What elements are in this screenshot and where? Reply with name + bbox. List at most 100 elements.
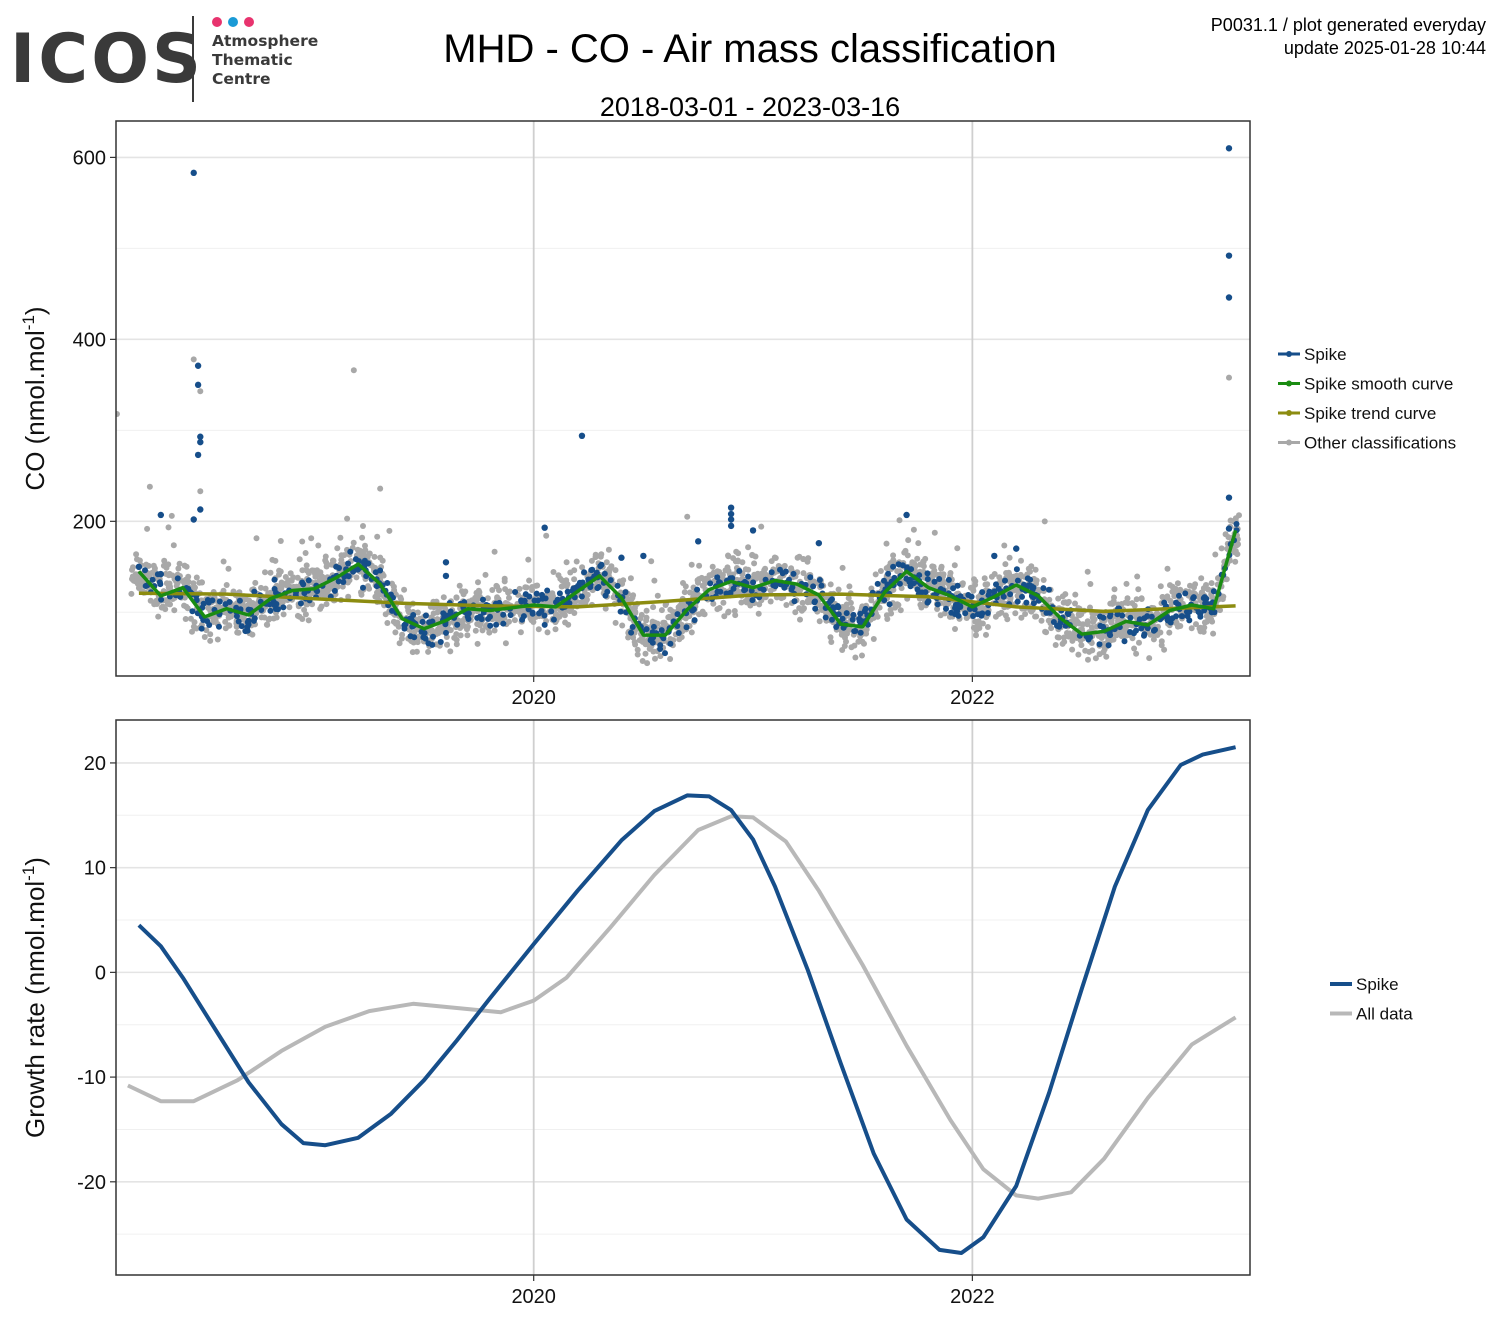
other-point [190,623,197,630]
spike-point [931,578,938,585]
y-axis-label: Growth rate (nmol.mol-1) [19,857,50,1138]
spike-point [1178,613,1185,620]
spike-point [1013,566,1020,573]
spike-point [1027,576,1034,583]
spike-point [760,586,767,593]
legend-item: Spike [1330,975,1399,994]
spike-point [995,585,1002,592]
other-point [447,627,454,634]
spike-point [886,601,893,608]
spike-point [791,598,798,605]
other-point [1174,580,1181,587]
other-point [904,552,911,559]
other-point [280,581,287,588]
spike-point [331,587,338,594]
spike-point [443,629,449,636]
other-point [526,577,533,584]
spike-point [812,598,818,605]
other-point [262,569,268,576]
spike-point [762,576,769,583]
other-point [1090,618,1097,625]
spike-point [707,580,714,587]
other-point [228,613,235,620]
spike-point [1195,608,1202,615]
spike-point [777,566,783,573]
other-point [797,587,803,594]
spike-point [850,611,857,618]
spike-point [1176,592,1182,599]
spike-point [541,621,548,628]
y-tick-label: 10 [84,858,106,880]
other-point [479,627,486,634]
logo-line-1: Atmosphere [212,32,319,50]
other-point [1107,617,1114,624]
spike-point [1144,625,1151,632]
other-point [220,558,227,565]
other-point [134,556,140,563]
spike-point [354,566,361,573]
other-point [353,574,360,581]
all-data-line [127,814,1237,1201]
spike-outlier [442,559,450,566]
other-point [532,582,539,589]
y-tick-label: 20 [84,753,106,775]
spike-point [299,579,306,586]
other-point [981,575,988,582]
other-point [767,598,774,605]
spike-point [340,579,347,585]
other-point [453,594,460,601]
other-point [598,551,605,558]
other-point [852,654,859,661]
smooth-curve [137,529,1238,637]
other-point [804,597,811,604]
spike-point [564,588,571,595]
spike-point [881,597,888,604]
spike-point [335,578,342,585]
spike-outlier [157,511,165,519]
spike-point [142,567,148,574]
other-point [1111,586,1118,593]
other-point [839,564,846,571]
other-point [678,601,685,608]
x-tick-label: 2020 [511,1286,556,1308]
other-point [699,582,706,589]
other-point [800,556,807,563]
other-point [191,619,198,626]
legend-label: Other classifications [1304,434,1456,453]
spike-point [222,601,229,608]
spike-point [271,586,278,592]
other-point [302,550,309,556]
other-point [652,655,658,662]
other-point [1171,593,1178,600]
spike-point [979,589,986,596]
other-point [855,638,862,645]
other-point [444,641,450,648]
spike-point [810,583,817,590]
spike-point [529,610,536,617]
other-point [502,586,509,593]
other-point [650,604,657,611]
other-point [323,559,330,566]
other-point [1158,642,1165,649]
other-point [350,539,357,546]
spike-outlier [197,438,204,446]
other-point [658,607,665,614]
other-point [952,626,958,632]
spike-point [480,596,486,603]
other-point [1135,586,1142,593]
spike-point [628,629,635,636]
chart-title: MHD - CO - Air mass classification [443,27,1057,71]
other-point [1208,580,1215,587]
chart-subtitle: 2018-03-01 - 2023-03-16 [599,92,901,122]
logo-divider [192,16,194,102]
other-point [425,648,432,655]
spike-point [487,613,493,620]
other-point [799,599,806,606]
spike-point [512,589,519,595]
other-point [680,580,686,586]
other-point [1059,640,1066,647]
other-point [175,565,182,572]
spike-point [361,557,368,564]
other-point [132,571,139,578]
other-point [649,618,656,625]
